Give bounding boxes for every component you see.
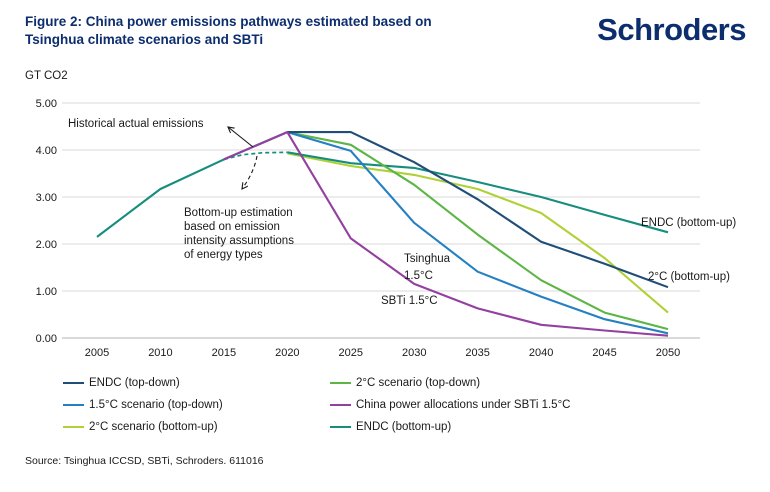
figure-title-line-2: Tsinghua climate scenarios and SBTi [25, 32, 264, 47]
series-line [223, 131, 669, 337]
legend-column-1: ENDC (top-down) 1.5°C scenario (top-down)… [63, 372, 223, 438]
historical-callout-arrow-icon [228, 127, 254, 148]
emissions-line-chart: 0.00 1.00 2.00 3.00 4.00 5.00 2005 2010 2015 2020… [36, 98, 737, 359]
legend-item: ENDC (bottom-up) [330, 416, 570, 438]
x-axis-tick-label: 2020 [275, 347, 299, 359]
legend-label: 1.5°C scenario (top-down) [89, 399, 223, 411]
x-axis-tick-label: 2030 [402, 347, 426, 359]
annotation-historical: Historical actual emissions [68, 118, 204, 130]
annotation-sbti: SBTi 1.5°C [381, 295, 438, 307]
series-line [287, 131, 669, 335]
legend-label: ENDC (bottom-up) [356, 421, 452, 433]
series-line [287, 131, 669, 331]
legend-swatch-icon [63, 425, 84, 429]
legend-item: 2°C scenario (bottom-up) [63, 416, 223, 438]
bottom-up-callout-arrow-icon [242, 155, 258, 189]
legend-item: ENDC (top-down) [63, 372, 223, 394]
annotation-bottom-up-line-4: of energy types [184, 249, 263, 261]
schroders-logo: Schroders [597, 12, 746, 47]
y-axis-tick-label: 4.00 [36, 145, 57, 157]
figure-title: Figure 2: China power emissions pathways… [25, 13, 432, 49]
x-axis-tick-label: 2050 [656, 347, 680, 359]
plot-area: 0.00 1.00 2.00 3.00 4.00 5.00 2005 2010 2015 2020… [36, 98, 700, 359]
legend-column-2: 2°C scenario (top-down) China power alloc… [330, 372, 570, 438]
y-axis-tick-label: 3.00 [36, 192, 57, 204]
legend-label: China power allocations under SBTi 1.5°C [356, 399, 571, 411]
x-axis-tick-label: 2005 [85, 347, 109, 359]
legend-swatch-icon [330, 403, 351, 407]
annotation-tsinghua-line-2: 1.5°C [404, 270, 433, 282]
annotation-bottom-up-line-2: based on emission [184, 221, 280, 233]
legend-item: China power allocations under SBTi 1.5°C [330, 394, 570, 416]
x-axis-tick-label: 2040 [529, 347, 553, 359]
legend-swatch-icon [330, 425, 351, 429]
legend-swatch-icon [330, 381, 351, 385]
series-line [287, 131, 669, 289]
legend-item: 1.5°C scenario (top-down) [63, 394, 223, 416]
legend-label: 2°C scenario (bottom-up) [89, 421, 218, 433]
annotation-bottom-up-line-3: intensity assumptions [184, 235, 294, 247]
legend-label: 2°C scenario (top-down) [356, 377, 481, 389]
annotation-bottom-up-line-1: Bottom-up estimation [184, 207, 293, 219]
figure-title-line-1: Figure 2: China power emissions pathways… [25, 14, 432, 29]
series-line [287, 152, 669, 314]
legend-item: 2°C scenario (top-down) [330, 372, 570, 394]
legend-label: ENDC (top-down) [89, 377, 180, 389]
x-axis-tick-label: 2045 [592, 347, 616, 359]
legend-swatch-icon [63, 403, 84, 407]
y-axis-tick-label: 2.00 [36, 239, 57, 251]
line-label-2c-bottom-up: 2°C (bottom-up) [648, 271, 730, 283]
series-line [287, 151, 669, 234]
x-axis-tick-label: 2025 [339, 347, 363, 359]
source-note: Source: Tsinghua ICCSD, SBTi, Schroders.… [25, 455, 264, 467]
annotation-tsinghua-line-1: Tsinghua [404, 253, 451, 265]
y-axis-tick-label: 5.00 [36, 98, 57, 110]
y-axis-tick-label: 0.00 [36, 333, 57, 345]
series-line [223, 151, 288, 161]
line-label-endc-bottom-up: ENDC (bottom-up) [641, 217, 736, 229]
legend-swatch-icon [63, 381, 84, 385]
x-axis-tick-label: 2035 [465, 347, 489, 359]
x-axis-tick-label: 2010 [148, 347, 172, 359]
y-axis-unit-label: GT CO2 [25, 70, 68, 82]
y-axis-tick-label: 1.00 [36, 286, 57, 298]
x-axis-tick-label: 2015 [212, 347, 236, 359]
